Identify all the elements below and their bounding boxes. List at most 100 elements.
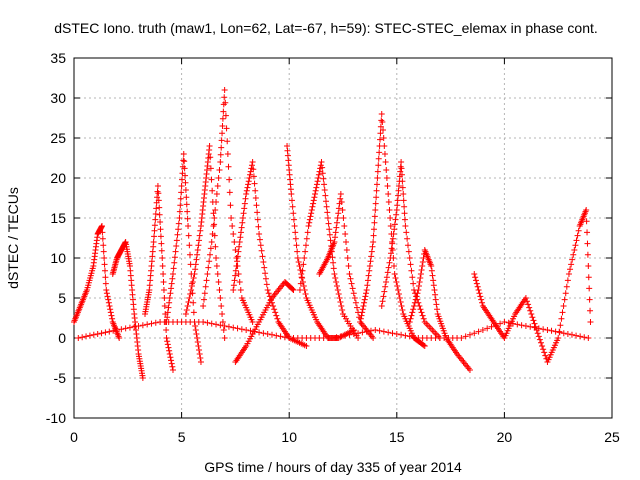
data-point [247, 327, 254, 334]
data-point [194, 335, 201, 341]
data-point [251, 328, 258, 335]
data-point [534, 330, 541, 337]
data-point [236, 243, 243, 250]
data-point [90, 331, 97, 338]
data-point [194, 339, 201, 345]
data-point [241, 205, 248, 212]
x-tick-label: 25 [604, 429, 620, 445]
data-point [102, 274, 109, 281]
data-point [296, 287, 303, 293]
data-point [337, 333, 344, 340]
data-point [574, 232, 581, 239]
data-point [319, 164, 326, 171]
data-point [346, 331, 353, 338]
data-point [208, 320, 215, 327]
data-point [363, 287, 370, 293]
data-point [383, 175, 390, 181]
data-point [274, 315, 281, 322]
data-point [322, 198, 329, 205]
data-point [484, 325, 491, 332]
data-point [106, 303, 113, 309]
data-point [404, 242, 411, 249]
data-point [163, 327, 170, 333]
data-point [193, 331, 200, 337]
data-point [411, 334, 418, 341]
data-point [475, 328, 482, 335]
data-point [234, 325, 241, 332]
data-point [166, 347, 173, 354]
data-point [391, 271, 398, 277]
data-point [374, 168, 381, 175]
data-point [393, 331, 400, 337]
data-point [173, 243, 180, 249]
data-point [303, 343, 310, 349]
data-point [363, 328, 370, 335]
data-point [213, 263, 220, 269]
data-point [381, 288, 388, 295]
data-point [361, 296, 368, 303]
data-point [400, 197, 407, 204]
y-tick-label: 0 [58, 330, 66, 346]
data-point [191, 271, 198, 277]
data-point [398, 171, 405, 178]
y-tick-label: 35 [50, 50, 66, 66]
data-point [257, 242, 264, 249]
y-tick-label: 5 [58, 290, 66, 306]
data-point [462, 333, 469, 340]
data-point [581, 334, 588, 341]
data-point [303, 235, 310, 242]
data-point [182, 172, 189, 179]
data-point [161, 303, 168, 309]
data-point [171, 259, 178, 266]
data-point [563, 283, 570, 290]
data-point [390, 231, 397, 237]
data-point [196, 232, 203, 239]
data-point [343, 239, 350, 245]
data-point [217, 151, 224, 158]
data-point [151, 233, 158, 240]
data-point [221, 94, 228, 101]
data-point [387, 223, 394, 229]
data-point [273, 312, 280, 319]
data-point [305, 223, 312, 229]
data-point [300, 261, 307, 268]
data-point [170, 265, 177, 272]
data-point [350, 331, 357, 337]
data-point [488, 323, 495, 330]
data-point [380, 328, 387, 335]
data-point [393, 279, 400, 285]
data-point [333, 219, 340, 226]
data-point [334, 287, 341, 293]
data-point [368, 248, 375, 255]
data-point [429, 272, 436, 279]
data-point [535, 325, 542, 332]
data-point [394, 283, 401, 289]
data-point [261, 264, 268, 271]
data-point [157, 233, 164, 240]
data-point [230, 282, 237, 289]
data-point [245, 178, 252, 185]
data-point [382, 159, 389, 165]
data-point [169, 367, 176, 373]
data-point [337, 195, 344, 202]
data-point [188, 287, 195, 293]
data-point [293, 242, 300, 249]
data-point [474, 283, 481, 290]
data-point [585, 274, 592, 281]
data-point [335, 210, 342, 217]
data-point [301, 255, 308, 261]
data-point [333, 279, 340, 285]
data-point [273, 332, 280, 339]
data-point [310, 200, 317, 207]
data-point [210, 210, 217, 217]
data-point [391, 263, 398, 269]
data-point [343, 247, 350, 253]
data-point [410, 280, 417, 287]
data-point [182, 187, 189, 193]
data-point [364, 277, 371, 284]
data-point [400, 191, 407, 197]
data-point [514, 321, 521, 328]
data-point [294, 255, 301, 261]
data-point [230, 287, 237, 293]
data-point [363, 290, 370, 297]
